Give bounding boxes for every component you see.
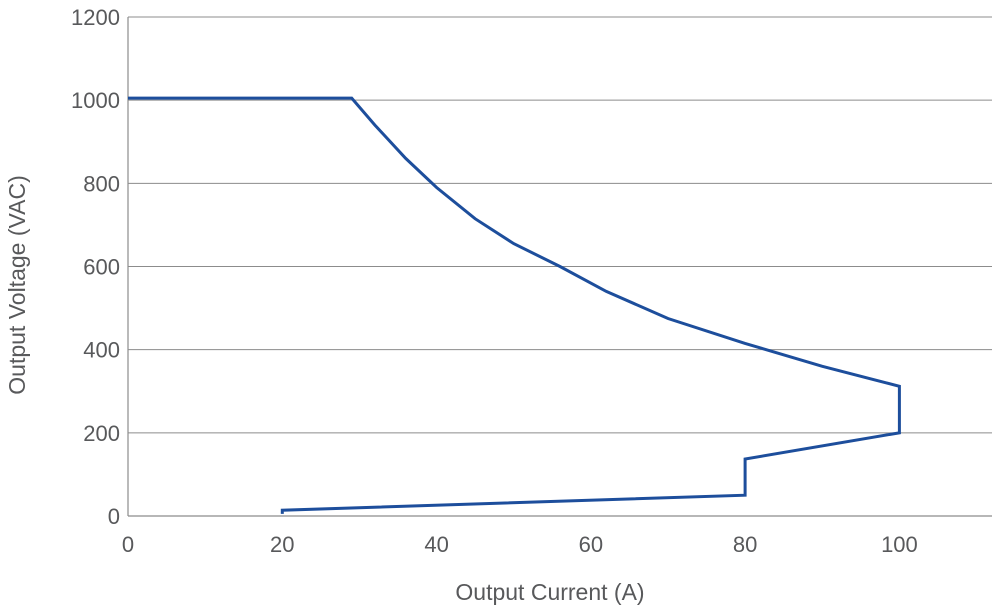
y-tick-label: 800: [83, 171, 120, 196]
x-tick-label: 60: [579, 532, 603, 557]
x-axis-title: Output Current (A): [455, 579, 644, 605]
x-tick-label: 0: [122, 532, 134, 557]
x-tick-label: 80: [733, 532, 757, 557]
y-tick-label: 1200: [71, 5, 120, 30]
x-tick-label: 20: [270, 532, 294, 557]
y-axis-title: Output Voltage (VAC): [4, 175, 30, 394]
axes: [127, 17, 992, 517]
y-tick-label: 200: [83, 421, 120, 446]
tick-labels: 0 200 400 600 800 1000 1200 0 20 40 60 80 100: [71, 5, 918, 557]
series-layer: [128, 96, 901, 514]
y-tick-label: 0: [108, 504, 120, 529]
series-line-0: [128, 96, 901, 514]
x-tick-label: 100: [881, 532, 918, 557]
x-tick-label: 40: [424, 532, 448, 557]
y-tick-label: 1000: [71, 88, 120, 113]
grid-lines: [128, 16, 992, 434]
y-tick-label: 600: [83, 255, 120, 280]
y-tick-label: 400: [83, 338, 120, 363]
